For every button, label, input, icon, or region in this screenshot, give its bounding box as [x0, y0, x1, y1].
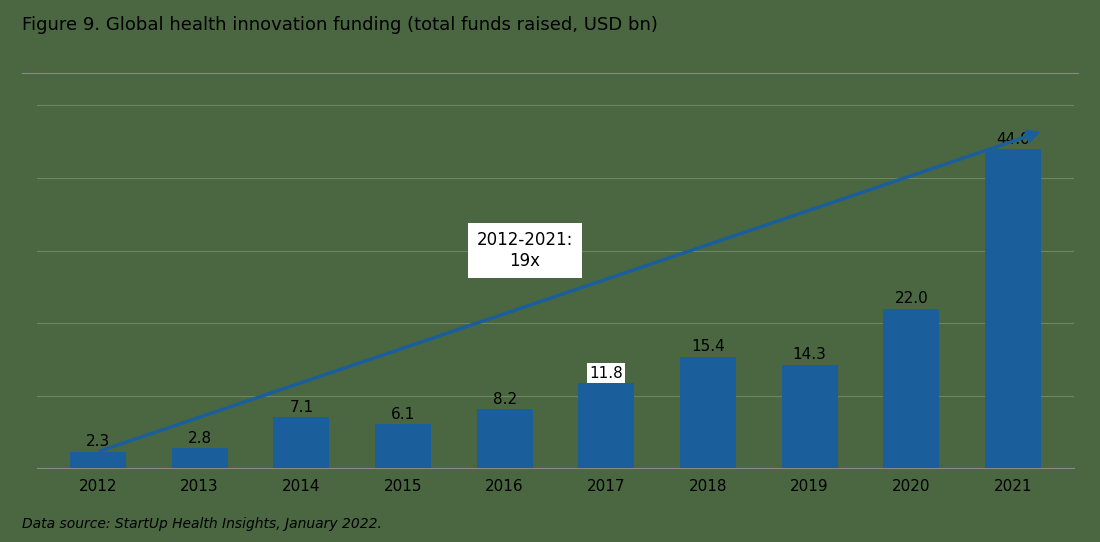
Bar	[883, 308, 939, 468]
Bar	[70, 451, 126, 468]
Bar	[375, 424, 431, 468]
Bar	[172, 448, 228, 468]
Text: 7.1: 7.1	[289, 399, 314, 415]
Text: 11.8: 11.8	[590, 365, 624, 380]
Text: 22.0: 22.0	[894, 292, 928, 306]
Bar	[579, 383, 635, 468]
Text: 8.2: 8.2	[493, 392, 517, 406]
Text: 15.4: 15.4	[691, 339, 725, 354]
Text: 2.3: 2.3	[86, 435, 110, 449]
Text: 44.0: 44.0	[997, 132, 1030, 147]
Text: 2.8: 2.8	[188, 431, 211, 446]
Bar	[274, 417, 329, 468]
Text: Figure 9. Global health innovation funding (total funds raised, USD bn): Figure 9. Global health innovation fundi…	[22, 16, 658, 34]
Bar	[984, 149, 1041, 468]
Bar	[476, 409, 532, 468]
Bar	[680, 357, 736, 468]
Text: 14.3: 14.3	[793, 347, 826, 363]
Bar	[782, 365, 837, 468]
Text: 2012-2021:
19x: 2012-2021: 19x	[476, 231, 573, 270]
Text: 6.1: 6.1	[390, 407, 415, 422]
Text: Data source: StartUp Health Insights, January 2022.: Data source: StartUp Health Insights, Ja…	[22, 517, 382, 531]
